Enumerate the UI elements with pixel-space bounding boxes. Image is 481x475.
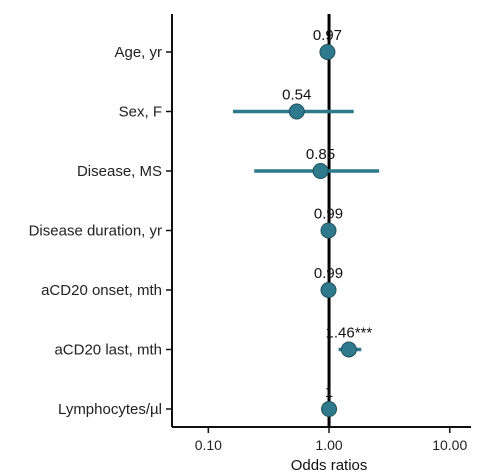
estimate-point xyxy=(320,222,337,239)
category-label: Sex, F xyxy=(119,104,162,121)
estimate-label: 0.85 xyxy=(306,146,335,163)
estimate-label: 1.46*** xyxy=(326,325,373,342)
estimate-point xyxy=(321,401,338,417)
estimate-point xyxy=(288,103,305,120)
x-tick-label: 1.00 xyxy=(315,437,342,453)
estimate-label: 0.99 xyxy=(314,265,343,282)
estimate-point xyxy=(320,282,337,298)
estimate-label: 0.54 xyxy=(282,87,311,104)
estimate-label: 1 xyxy=(325,384,333,401)
x-tick-label: 10.00 xyxy=(432,437,467,453)
estimate-point xyxy=(319,44,336,60)
category-label: Disease, MS xyxy=(77,163,162,180)
x-tick-label: 0.10 xyxy=(195,437,222,453)
category-label: aCD20 last, mth xyxy=(54,342,162,359)
category-label: aCD20 onset, mth xyxy=(41,282,162,299)
estimate-point xyxy=(340,341,357,358)
category-label: Disease duration, yr xyxy=(29,223,162,240)
estimate-label: 0.97 xyxy=(313,27,342,44)
category-label: Lymphocytes/µl xyxy=(58,401,162,418)
x-axis-title: Odds ratios xyxy=(291,457,368,474)
estimate-label: 0.99 xyxy=(314,206,343,223)
category-label: Age, yr xyxy=(114,44,162,61)
estimate-point xyxy=(312,163,329,179)
